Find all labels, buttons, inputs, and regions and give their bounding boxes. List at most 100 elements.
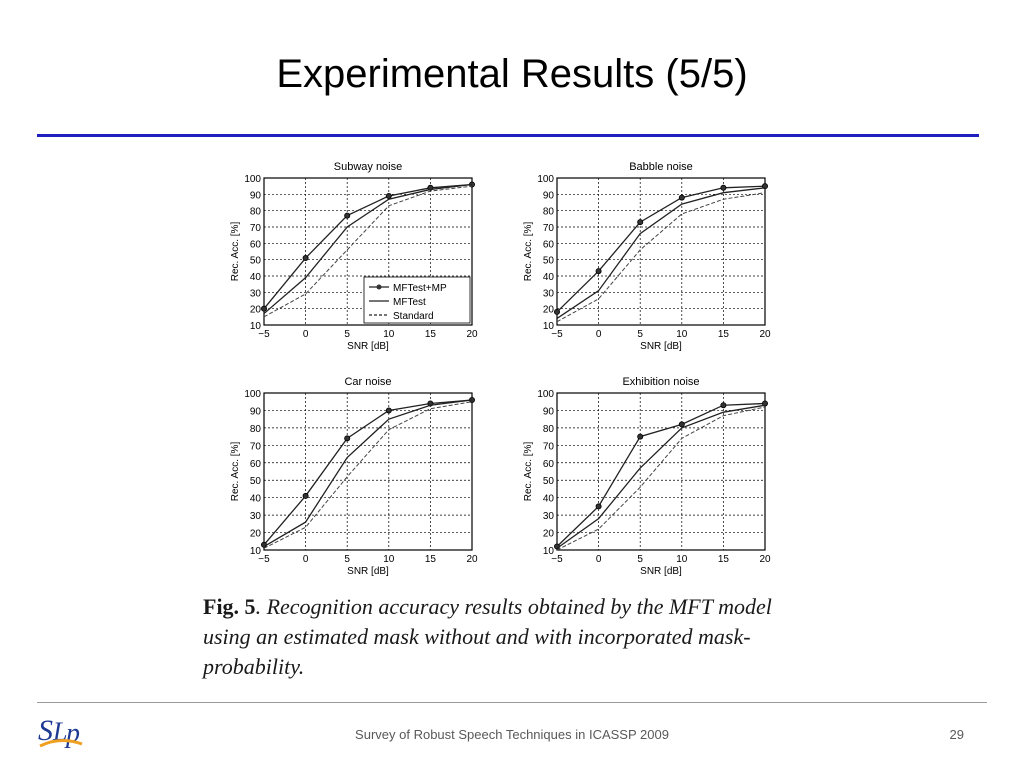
series-line-mftest bbox=[263, 183, 473, 315]
y-tick-label: 90 bbox=[250, 190, 262, 201]
data-point bbox=[344, 212, 351, 219]
y-tick-label: 40 bbox=[250, 272, 262, 283]
x-tick-label: 10 bbox=[383, 329, 395, 340]
y-tick-label: 20 bbox=[543, 305, 555, 316]
title-divider bbox=[37, 134, 979, 137]
y-axis-label: Rec. Acc. [%] bbox=[523, 222, 534, 282]
series-line-mftest bbox=[263, 399, 473, 548]
x-axis-label: SNR [dB] bbox=[347, 341, 389, 352]
legend-label: MFTest+MP bbox=[393, 283, 447, 294]
y-tick-label: 90 bbox=[543, 190, 555, 201]
y-tick-label: 70 bbox=[250, 223, 262, 234]
y-tick-label: 20 bbox=[250, 529, 262, 540]
data-point bbox=[678, 194, 685, 201]
y-tick-label: 70 bbox=[250, 441, 262, 452]
plot-frame bbox=[263, 392, 473, 551]
y-tick-label: 90 bbox=[250, 406, 262, 417]
x-tick-label: 20 bbox=[759, 554, 771, 565]
series-line-standard bbox=[556, 192, 766, 323]
legend-label: MFTest bbox=[393, 297, 426, 308]
y-tick-label: 10 bbox=[543, 321, 555, 332]
y-tick-label: 70 bbox=[543, 441, 555, 452]
x-tick-label: 15 bbox=[425, 554, 437, 565]
data-point bbox=[302, 255, 309, 262]
chart-title: Subway noise bbox=[334, 161, 403, 173]
legend-label: Standard bbox=[393, 311, 434, 322]
series-line-mftest-mp bbox=[263, 183, 473, 310]
chart-car-noise: Car noise 10 20 30 40 50 60 70 80 90 100 −5 0 5 10 15 20… bbox=[230, 376, 478, 577]
data-point bbox=[637, 219, 644, 226]
x-tick-label: 0 bbox=[596, 329, 602, 340]
data-point bbox=[385, 192, 392, 199]
svg-text:S: S bbox=[38, 714, 53, 747]
svg-text:L: L bbox=[52, 717, 67, 746]
chart-legend: MFTest+MP MFTest Standard bbox=[363, 276, 471, 324]
y-tick-label: 20 bbox=[250, 305, 262, 316]
data-point bbox=[302, 492, 309, 499]
y-tick-label: 100 bbox=[537, 389, 554, 400]
y-tick-label: 60 bbox=[543, 239, 555, 250]
slp-lab-logo-icon: S L p bbox=[38, 714, 83, 749]
x-tick-label: 10 bbox=[676, 329, 688, 340]
series-line-mftest-mp bbox=[263, 399, 473, 546]
caption-text: . Recognition accuracy results obtained … bbox=[203, 594, 772, 679]
chart-title: Exhibition noise bbox=[622, 376, 699, 388]
y-tick-label: 20 bbox=[543, 529, 555, 540]
data-point bbox=[261, 305, 268, 312]
series-line-mftest bbox=[556, 404, 766, 549]
x-tick-label: −5 bbox=[551, 554, 563, 565]
x-tick-label: 20 bbox=[759, 329, 771, 340]
y-tick-label: 30 bbox=[250, 288, 262, 299]
x-tick-label: 15 bbox=[718, 329, 730, 340]
data-point bbox=[595, 503, 602, 510]
plot-frame bbox=[556, 392, 766, 551]
y-tick-label: 10 bbox=[250, 321, 262, 332]
y-tick-label: 30 bbox=[250, 511, 262, 522]
x-tick-label: −5 bbox=[258, 554, 270, 565]
y-tick-label: 60 bbox=[250, 239, 262, 250]
x-tick-label: 10 bbox=[383, 554, 395, 565]
chart-subway-noise: Subway noise 10 20 30 40 50 60 70 80 90 100 −5 0 5 10 1… bbox=[230, 161, 478, 352]
x-tick-label: −5 bbox=[258, 329, 270, 340]
series-line-mftest-mp bbox=[556, 185, 766, 313]
data-point bbox=[678, 421, 685, 428]
data-point bbox=[637, 433, 644, 440]
y-tick-label: 80 bbox=[543, 424, 555, 435]
series-line-mftest-mp bbox=[556, 402, 766, 547]
data-point bbox=[554, 308, 561, 315]
plot-frame bbox=[263, 177, 473, 326]
x-axis-label: SNR [dB] bbox=[640, 566, 682, 577]
legend-box bbox=[363, 276, 471, 324]
y-tick-label: 70 bbox=[543, 223, 555, 234]
x-tick-label: 0 bbox=[303, 329, 309, 340]
x-tick-label: 5 bbox=[344, 329, 350, 340]
y-tick-label: 100 bbox=[244, 174, 261, 185]
x-tick-label: 20 bbox=[466, 554, 478, 565]
x-tick-label: 5 bbox=[637, 554, 643, 565]
y-tick-label: 50 bbox=[543, 256, 555, 267]
y-tick-label: 90 bbox=[543, 406, 555, 417]
page-number: 29 bbox=[949, 727, 964, 742]
y-tick-label: 10 bbox=[543, 546, 555, 557]
series-line-standard bbox=[556, 406, 766, 551]
y-tick-label: 40 bbox=[543, 494, 555, 505]
legend-marker bbox=[376, 284, 382, 290]
y-tick-label: 50 bbox=[250, 256, 262, 267]
series-line-mftest bbox=[556, 187, 766, 320]
y-tick-label: 100 bbox=[244, 389, 261, 400]
y-tick-label: 60 bbox=[543, 459, 555, 470]
data-point bbox=[720, 184, 727, 191]
chart-title: Babble noise bbox=[629, 161, 693, 173]
data-point bbox=[761, 400, 768, 407]
y-axis-label: Rec. Acc. [%] bbox=[230, 442, 241, 502]
x-tick-label: 15 bbox=[425, 329, 437, 340]
y-tick-label: 40 bbox=[543, 272, 555, 283]
data-point bbox=[344, 435, 351, 442]
x-tick-label: 0 bbox=[303, 554, 309, 565]
x-tick-label: 5 bbox=[344, 554, 350, 565]
y-tick-label: 80 bbox=[543, 207, 555, 218]
y-tick-label: 30 bbox=[543, 511, 555, 522]
y-tick-label: 80 bbox=[250, 424, 262, 435]
figure-panel: Subway noise 10 20 30 40 50 60 70 80 90 100 −5 0 5 10 1… bbox=[212, 150, 802, 590]
x-axis-label: SNR [dB] bbox=[640, 341, 682, 352]
